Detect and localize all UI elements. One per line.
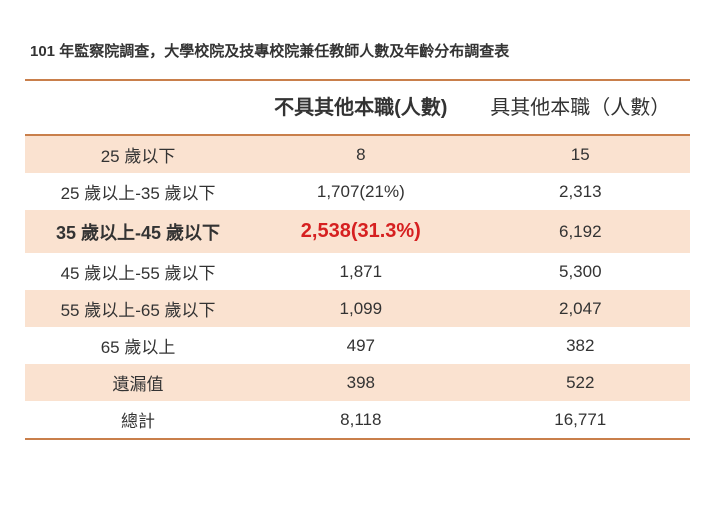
table-row: 總計8,11816,771 (25, 401, 690, 439)
table-row: 35 歲以上-45 歲以下2,538(31.3%)6,192 (25, 210, 690, 253)
row-label: 25 歲以下 (25, 135, 251, 173)
row-value-b: 382 (471, 327, 690, 364)
row-value-a: 497 (251, 327, 470, 364)
header-label (25, 80, 251, 135)
row-value-b: 5,300 (471, 253, 690, 290)
row-value-b: 2,047 (471, 290, 690, 327)
table-row: 25 歲以下815 (25, 135, 690, 173)
table-row: 65 歲以上497382 (25, 327, 690, 364)
table-header-row: 不具其他本職(人數) 具其他本職（人數） (25, 80, 690, 135)
row-value-a: 1,707(21%) (251, 173, 470, 210)
table-row: 55 歲以上-65 歲以下1,0992,047 (25, 290, 690, 327)
row-value-a: 1,871 (251, 253, 470, 290)
data-table: 不具其他本職(人數) 具其他本職（人數） 25 歲以下81525 歲以上-35 … (25, 79, 690, 440)
table-row: 25 歲以上-35 歲以下1,707(21%)2,313 (25, 173, 690, 210)
table-body: 25 歲以下81525 歲以上-35 歲以下1,707(21%)2,31335 … (25, 135, 690, 439)
row-value-a: 8 (251, 135, 470, 173)
header-col-a: 不具其他本職(人數) (251, 80, 470, 135)
row-label: 45 歲以上-55 歲以下 (25, 253, 251, 290)
row-label: 25 歲以上-35 歲以下 (25, 173, 251, 210)
row-value-b: 15 (471, 135, 690, 173)
table-row: 遺漏值398522 (25, 364, 690, 401)
row-value-b: 6,192 (471, 210, 690, 253)
row-label: 65 歲以上 (25, 327, 251, 364)
row-value-a: 2,538(31.3%) (251, 210, 470, 253)
header-col-b: 具其他本職（人數） (471, 80, 690, 135)
row-value-a: 8,118 (251, 401, 470, 439)
row-value-a: 1,099 (251, 290, 470, 327)
row-label: 總計 (25, 401, 251, 439)
table-title: 101 年監察院調查，大學校院及技專校院兼任教師人數及年齡分布調查表 (30, 40, 690, 61)
table-row: 45 歲以上-55 歲以下1,8715,300 (25, 253, 690, 290)
row-value-b: 2,313 (471, 173, 690, 210)
row-value-a: 398 (251, 364, 470, 401)
row-label: 35 歲以上-45 歲以下 (25, 210, 251, 253)
row-value-b: 522 (471, 364, 690, 401)
row-value-b: 16,771 (471, 401, 690, 439)
row-label: 55 歲以上-65 歲以下 (25, 290, 251, 327)
row-label: 遺漏值 (25, 364, 251, 401)
